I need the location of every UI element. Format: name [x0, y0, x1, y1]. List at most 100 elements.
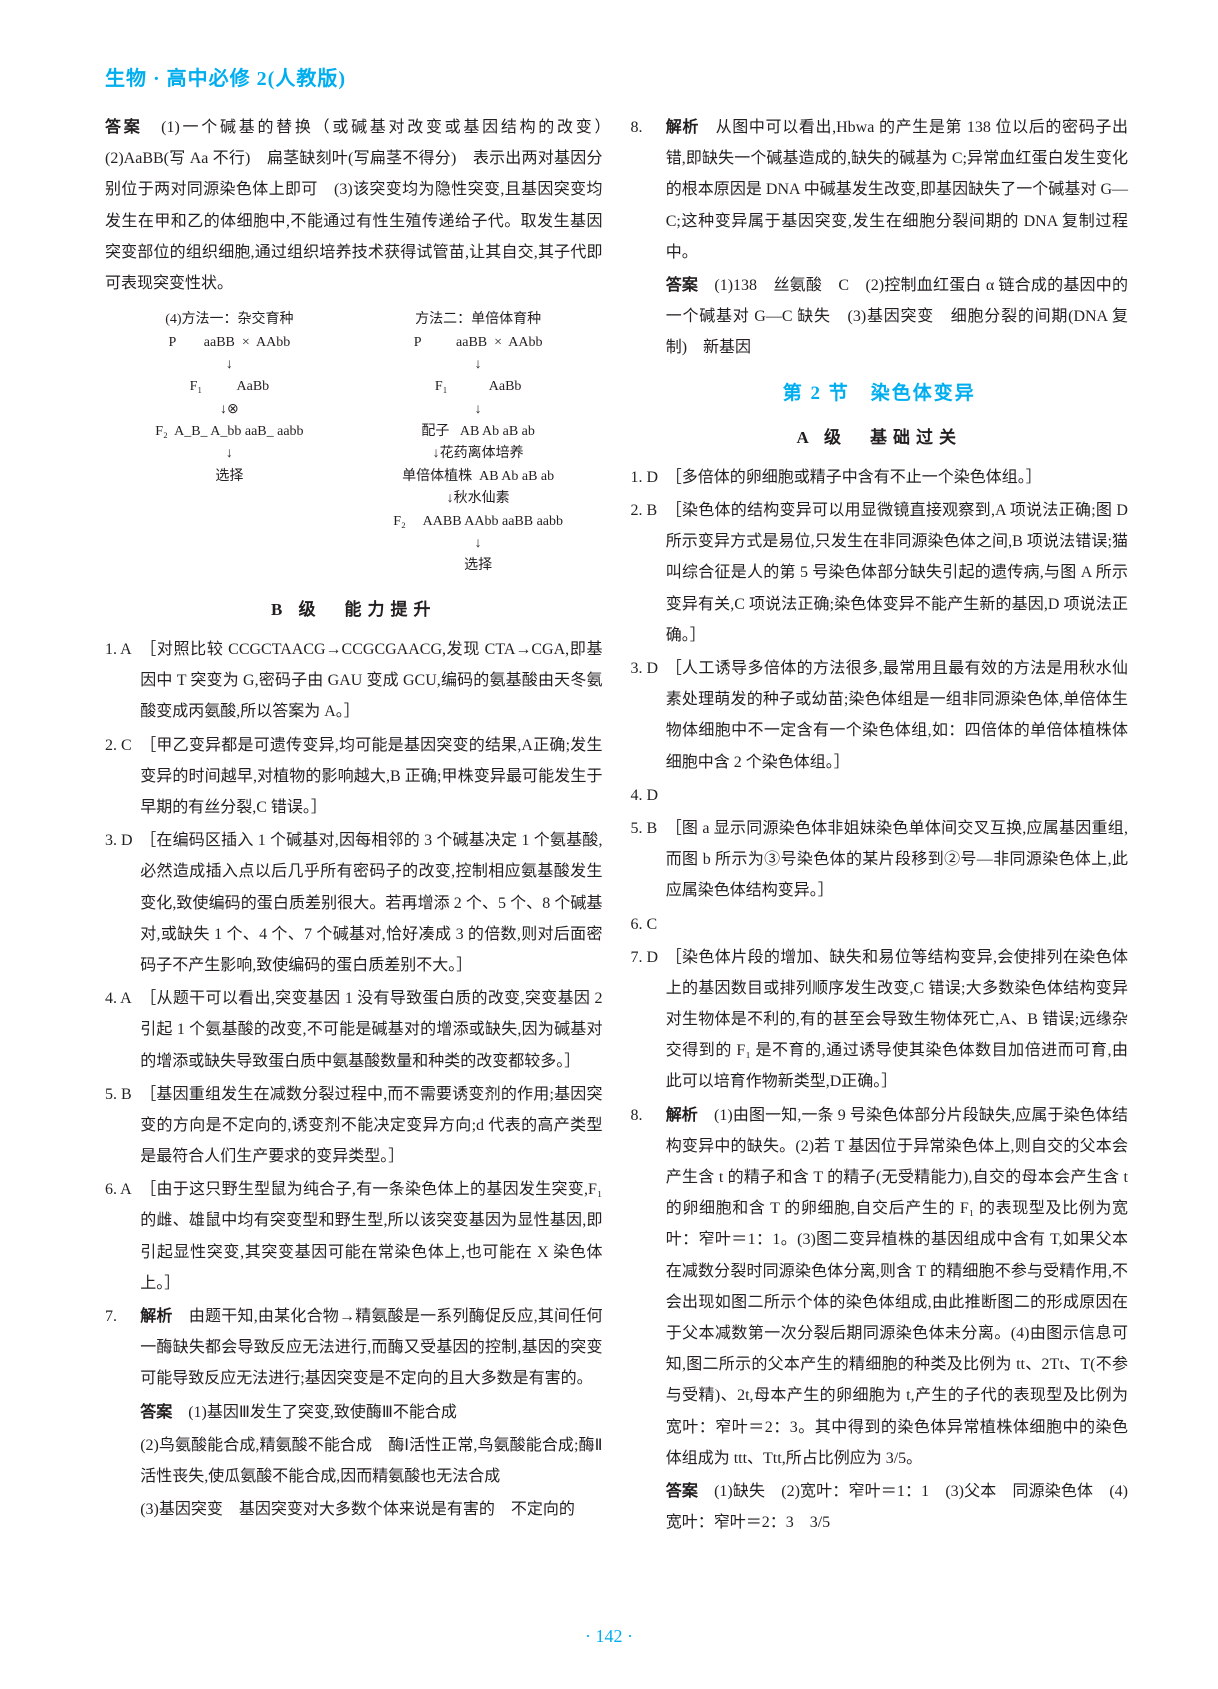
diagram-qiushui: ↓秋水仙素	[354, 488, 603, 510]
content-columns: 答案 (1)一个碱基的替换（或碱基对改变或基因结构的改变） (2)AaBB(写 …	[105, 112, 1128, 1540]
r8-num: 8.	[631, 1100, 666, 1474]
diagram-empty	[105, 533, 354, 555]
r4-num: 4. D	[631, 780, 666, 811]
right-q2: 2. B ［染色体的结构变异可以用显微镜直接观察到,A 项说法正确;图 D 所示…	[631, 495, 1129, 651]
q7-analysis-label: 解析	[140, 1308, 172, 1325]
diagram-xuanze: 选择	[105, 466, 354, 488]
answer-label: 答案	[105, 119, 142, 136]
r5-num: 5. B	[631, 813, 666, 907]
diagram-f2-left: F₂ A_B_ A_bb aaB_ aabb	[105, 421, 354, 443]
q7-answer-label: 答案	[140, 1404, 172, 1421]
q7-analysis: 由题干知,由某化合物→精氨酸是一系列酶促反应,其间任何一酶缺失都会导致反应无法进…	[140, 1308, 602, 1387]
right-q5: 5. B ［图 a 显示同源染色体非姐妹染色单体间交叉互换,应属基因重组,而图 …	[631, 813, 1129, 907]
right-q8: 8. 解析 从图中可以看出,Hbwa 的产生是第 138 位以后的密码子出错,即…	[631, 112, 1129, 268]
rq8-num: 8.	[631, 112, 666, 268]
rq8-answer-label: 答案	[666, 277, 698, 294]
r8-body: 解析 (1)由图一知,一条 9 号染色体部分片段缺失,应属于染色体结构变异中的缺…	[666, 1100, 1128, 1474]
r8-analysis: (1)由图一知,一条 9 号染色体部分片段缺失,应属于染色体结构变异中的缺失。(…	[666, 1107, 1128, 1467]
diagram-empty	[105, 488, 354, 510]
q7-answer: 答案 (1)基因Ⅲ发生了突变,致使酶Ⅲ不能合成	[105, 1397, 603, 1428]
q3-body: ［在编码区插入 1 个碱基对,因每相邻的 3 个碱基决定 1 个氨基酸,必然造成…	[140, 825, 602, 981]
q7-body: 解析 由题干知,由某化合物→精氨酸是一系列酶促反应,其间任何一酶缺失都会导致反应…	[140, 1301, 602, 1395]
right-q1: 1. D ［多倍体的卵细胞或精子中含有不止一个染色体组。］	[631, 462, 1129, 493]
diagram-p-left: P aaBB × AAbb	[105, 332, 354, 354]
diagram-arrow: ↓	[354, 354, 603, 376]
question-3: 3. D ［在编码区插入 1 个碱基对,因每相邻的 3 个碱基决定 1 个氨基酸…	[105, 825, 603, 981]
left-column: 答案 (1)一个碱基的替换（或碱基对改变或基因结构的改变） (2)AaBB(写 …	[105, 112, 603, 1540]
q2-num: 2. C	[105, 730, 140, 824]
question-6: 6. A ［由于这只野生型鼠为纯合子,有一条染色体上的基因发生突变,F₁ 的雌、…	[105, 1174, 603, 1299]
q4-body: ［从题干可以看出,突变基因 1 没有导致蛋白质的改变,突变基因 2 引起 1 个…	[140, 983, 602, 1077]
diagram-arrow: ↓	[105, 354, 354, 376]
r6-num: 6. C	[631, 909, 666, 940]
rq8-analysis: 从图中可以看出,Hbwa 的产生是第 138 位以后的密码子出错,即缺失一个碱基…	[666, 119, 1128, 261]
diagram-p-right: P aaBB × AAbb	[354, 332, 603, 354]
r3-num: 3. D	[631, 653, 666, 778]
diagram-cross-right: ↓	[354, 399, 603, 421]
r2-num: 2. B	[631, 495, 666, 651]
right-q3: 3. D ［人工诱导多倍体的方法很多,最常用且最有效的方法是用秋水仙素处理萌发的…	[631, 653, 1129, 778]
rq8-analysis-label: 解析	[666, 119, 699, 136]
diagram-f1-right: F₁ AaBb	[354, 376, 603, 398]
q1-body: ［对照比较 CCGCTAACG→CCGCGAACG,发现 CTA→CGA,即基因…	[140, 634, 602, 728]
diagram-cross-left: ↓⊗	[105, 399, 354, 421]
r7-body: ［染色体片段的增加、缺失和易位等结构变异,会使排列在染色体上的基因数目或排列顺序…	[666, 942, 1128, 1098]
r8-answer-text: (1)缺失 (2)宽叶：窄叶＝1：1 (3)父本 同源染色体 (4)宽叶：窄叶＝…	[666, 1483, 1128, 1531]
rq8-body: 解析 从图中可以看出,Hbwa 的产生是第 138 位以后的密码子出错,即缺失一…	[666, 112, 1128, 268]
r1-body: ［多倍体的卵细胞或精子中含有不止一个染色体组。］	[666, 462, 1128, 493]
q7-answer-3: (3)基因突变 基因突变对大多数个体来说是有害的 不定向的	[105, 1494, 603, 1525]
r1-num: 1. D	[631, 462, 666, 493]
page-number: · 142 ·	[0, 1619, 1218, 1653]
right-q8b: 8. 解析 (1)由图一知,一条 9 号染色体部分片段缺失,应属于染色体结构变异…	[631, 1100, 1129, 1474]
q7-num: 7.	[105, 1301, 140, 1395]
q7-answer-1: (1)基因Ⅲ发生了突变,致使酶Ⅲ不能合成	[172, 1404, 457, 1421]
r8-answer: 答案 (1)缺失 (2)宽叶：窄叶＝1：1 (3)父本 同源染色体 (4)宽叶：…	[631, 1476, 1129, 1538]
answer-text: (1)一个碱基的替换（或碱基对改变或基因结构的改变） (2)AaBB(写 Aa …	[105, 119, 619, 292]
r2-body: ［染色体的结构变异可以用显微镜直接观察到,A 项说法正确;图 D 所示变异方式是…	[666, 495, 1128, 651]
r4-body	[666, 780, 1128, 811]
r8-answer-label: 答案	[666, 1483, 698, 1500]
book-header: 生物 · 高中必修 2(人教版)	[105, 60, 1128, 98]
q6-body: ［由于这只野生型鼠为纯合子,有一条染色体上的基因发生突变,F₁ 的雌、雄鼠中均有…	[140, 1174, 602, 1299]
q4-num: 4. A	[105, 983, 140, 1077]
diagram-title-left: (4)方法一：杂交育种	[105, 309, 354, 331]
level-a-title: A 级 基础过关	[631, 422, 1129, 454]
question-1: 1. A ［对照比较 CCGCTAACG→CCGCGAACG,发现 CTA→CG…	[105, 634, 603, 728]
q1-num: 1. A	[105, 634, 140, 728]
rq8-answer: 答案 (1)138 丝氨酸 C (2)控制血红蛋白 α 链合成的基因中的一个碱基…	[631, 270, 1129, 364]
answer-block: 答案 (1)一个碱基的替换（或碱基对改变或基因结构的改变） (2)AaBB(写 …	[105, 112, 603, 299]
right-column: 8. 解析 从图中可以看出,Hbwa 的产生是第 138 位以后的密码子出错,即…	[631, 112, 1129, 1540]
question-7: 7. 解析 由题干知,由某化合物→精氨酸是一系列酶促反应,其间任何一酶缺失都会导…	[105, 1301, 603, 1395]
diagram-final-arrow: ↓	[354, 533, 603, 555]
right-q4: 4. D	[631, 780, 1129, 811]
diagram-huayao: ↓花药离体培养	[354, 443, 603, 465]
q2-body: ［甲乙变异都是可遗传变异,均可能是基因突变的结果,A正确;发生变异的时间越早,对…	[140, 730, 602, 824]
question-5: 5. B ［基因重组发生在减数分裂过程中,而不需要诱变剂的作用;基因突变的方向是…	[105, 1079, 603, 1173]
diagram-f1-left: F₁ AaBb	[105, 376, 354, 398]
right-q7: 7. D ［染色体片段的增加、缺失和易位等结构变异,会使排列在染色体上的基因数目…	[631, 942, 1129, 1098]
diagram-final-select: 选择	[354, 555, 603, 577]
right-q6: 6. C	[631, 909, 1129, 940]
diagram-title-right: 方法二：单倍体育种	[354, 309, 603, 331]
level-b-title: B 级 能力提升	[105, 594, 603, 626]
q5-num: 5. B	[105, 1079, 140, 1173]
r7-num: 7. D	[631, 942, 666, 1098]
r6-body	[666, 909, 1128, 940]
diagram-danbei: 单倍体植株 AB Ab aB ab	[354, 466, 603, 488]
q5-body: ［基因重组发生在减数分裂过程中,而不需要诱变剂的作用;基因突变的方向是不定向的,…	[140, 1079, 602, 1173]
question-2: 2. C ［甲乙变异都是可遗传变异,均可能是基因突变的结果,A正确;发生变异的时…	[105, 730, 603, 824]
r5-body: ［图 a 显示同源染色体非姐妹染色单体间交叉互换,应属基因重组,而图 b 所示为…	[666, 813, 1128, 907]
diagram-peizi: 配子 AB Ab aB ab	[354, 421, 603, 443]
diagram-empty	[105, 555, 354, 577]
breeding-diagram: (4)方法一：杂交育种 方法二：单倍体育种 P aaBB × AAbb P aa…	[105, 309, 603, 578]
rq8-answer-text: (1)138 丝氨酸 C (2)控制血红蛋白 α 链合成的基因中的一个碱基对 G…	[666, 277, 1128, 356]
question-4: 4. A ［从题干可以看出,突变基因 1 没有导致蛋白质的改变,突变基因 2 引…	[105, 983, 603, 1077]
q3-num: 3. D	[105, 825, 140, 981]
diagram-f2-right: F₂ AABB AAbb aaBB aabb	[354, 511, 603, 533]
r3-body: ［人工诱导多倍体的方法很多,最常用且最有效的方法是用秋水仙素处理萌发的种子或幼苗…	[666, 653, 1128, 778]
section-2-title: 第 2 节 染色体变异	[631, 376, 1129, 412]
diagram-select-arrow: ↓	[105, 443, 354, 465]
q7-answer-2: (2)鸟氨酸能合成,精氨酸不能合成 酶Ⅰ活性正常,鸟氨酸能合成;酶Ⅱ活性丧失,使…	[105, 1430, 603, 1492]
r8-analysis-label: 解析	[666, 1107, 698, 1124]
diagram-empty	[105, 511, 354, 533]
